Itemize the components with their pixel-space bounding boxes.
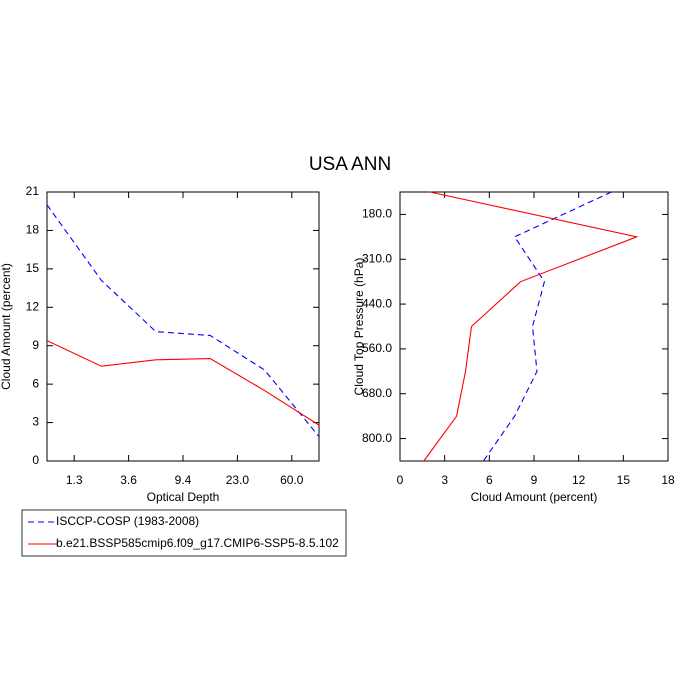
x-tick-label: 0 <box>397 473 404 487</box>
x-tick-label: 9.4 <box>175 473 192 487</box>
y-axis-label: Cloud Amount (percent) <box>0 263 13 390</box>
plot-frame <box>399 191 669 462</box>
y-tick-label: 21 <box>26 184 40 198</box>
y-tick-label: 310.0 <box>362 251 392 265</box>
series-line <box>46 204 320 438</box>
legend-label: b.e21.BSSP585cmip6.f09_g17.CMIP6-SSP5-8.… <box>56 536 339 550</box>
y-tick-label: 3 <box>32 415 39 429</box>
x-tick-label: 3 <box>441 473 448 487</box>
x-tick-label: 60.0 <box>280 473 304 487</box>
x-tick-label: 6 <box>486 473 493 487</box>
x-tick-label: 18 <box>661 473 675 487</box>
legend-label: ISCCP-COSP (1983-2008) <box>56 514 199 528</box>
y-tick-label: 9 <box>32 338 39 352</box>
title: USA ANN <box>309 154 391 175</box>
series-line <box>46 340 320 426</box>
y-tick-label: 180.0 <box>362 207 392 221</box>
y-tick-label: 440.0 <box>362 296 392 310</box>
y-tick-label: 18 <box>26 223 40 237</box>
y-tick-label: 12 <box>26 299 40 313</box>
x-tick-label: 12 <box>572 473 586 487</box>
x-axis-label: Cloud Amount (percent) <box>471 490 598 504</box>
y-tick-label: 800.0 <box>362 431 392 445</box>
series-line <box>423 191 639 462</box>
y-tick-label: 560.0 <box>362 341 392 355</box>
x-axis-label: Optical Depth <box>147 490 220 504</box>
series-line <box>482 191 612 462</box>
y-tick-label: 6 <box>32 376 39 390</box>
y-tick-label: 680.0 <box>362 386 392 400</box>
y-tick-label: 15 <box>26 261 40 275</box>
x-tick-label: 3.6 <box>120 473 137 487</box>
x-tick-label: 1.3 <box>66 473 83 487</box>
x-tick-label: 23.0 <box>226 473 250 487</box>
x-tick-label: 15 <box>617 473 631 487</box>
y-tick-label: 0 <box>32 453 39 467</box>
x-tick-label: 9 <box>531 473 538 487</box>
y-axis-label: Cloud Top Pressure (hPa) <box>352 258 366 396</box>
legend-box <box>21 509 347 557</box>
plot-frame <box>46 191 320 462</box>
